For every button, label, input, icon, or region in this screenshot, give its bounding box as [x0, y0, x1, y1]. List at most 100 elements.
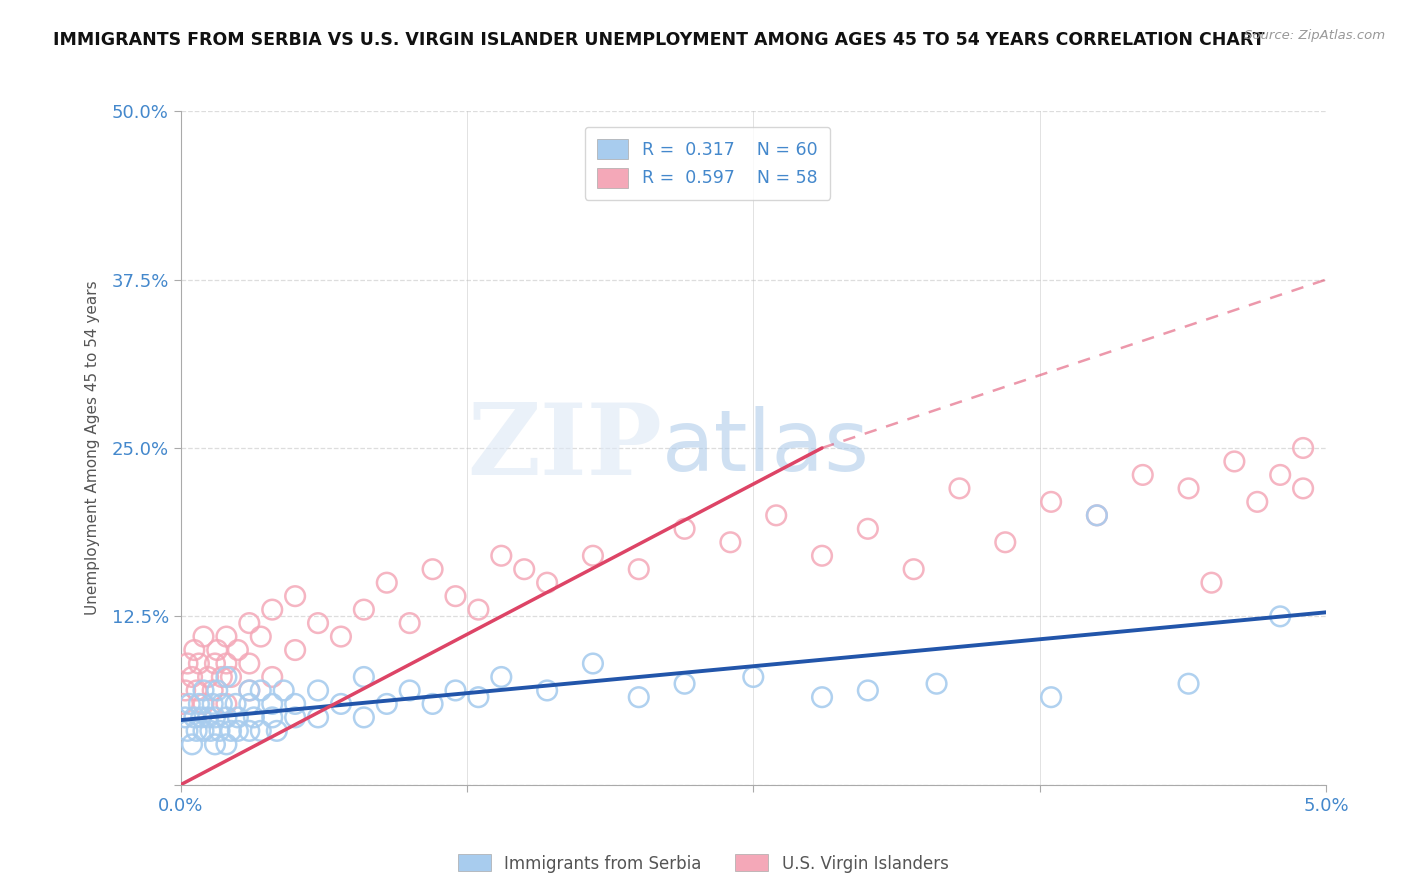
- Point: [467, 690, 489, 705]
- Point: [249, 630, 271, 644]
- Point: [219, 670, 242, 684]
- Point: [262, 710, 284, 724]
- Point: [262, 670, 284, 684]
- Point: [284, 589, 307, 603]
- Point: [190, 710, 212, 724]
- Point: [353, 710, 375, 724]
- Point: [176, 723, 198, 738]
- Point: [1223, 454, 1246, 468]
- Point: [353, 670, 375, 684]
- Point: [238, 683, 260, 698]
- Point: [226, 723, 249, 738]
- Point: [249, 683, 271, 698]
- Point: [1177, 482, 1199, 496]
- Point: [718, 535, 741, 549]
- Point: [187, 697, 209, 711]
- Point: [398, 683, 420, 698]
- Point: [226, 643, 249, 657]
- Point: [183, 710, 205, 724]
- Point: [187, 657, 209, 671]
- Point: [211, 697, 233, 711]
- Point: [215, 737, 238, 751]
- Point: [353, 602, 375, 616]
- Y-axis label: Unemployment Among Ages 45 to 54 years: Unemployment Among Ages 45 to 54 years: [86, 281, 100, 615]
- Point: [673, 677, 696, 691]
- Point: [238, 697, 260, 711]
- Point: [673, 522, 696, 536]
- Text: ZIP: ZIP: [467, 400, 662, 497]
- Text: Source: ZipAtlas.com: Source: ZipAtlas.com: [1244, 29, 1385, 42]
- Point: [284, 697, 307, 711]
- Point: [249, 723, 271, 738]
- Point: [197, 670, 219, 684]
- Point: [176, 657, 198, 671]
- Point: [513, 562, 536, 576]
- Point: [284, 710, 307, 724]
- Point: [238, 683, 260, 698]
- Point: [179, 697, 201, 711]
- Point: [193, 630, 215, 644]
- Point: [1292, 441, 1315, 455]
- Point: [207, 683, 229, 698]
- Point: [398, 616, 420, 631]
- Point: [208, 723, 231, 738]
- Text: IMMIGRANTS FROM SERBIA VS U.S. VIRGIN ISLANDER UNEMPLOYMENT AMONG AGES 45 TO 54 : IMMIGRANTS FROM SERBIA VS U.S. VIRGIN IS…: [53, 31, 1265, 49]
- Point: [903, 562, 925, 576]
- Point: [307, 710, 329, 724]
- Point: [467, 602, 489, 616]
- Legend: R =  0.317    N = 60, R =  0.597    N = 58: R = 0.317 N = 60, R = 0.597 N = 58: [585, 127, 830, 200]
- Point: [181, 737, 204, 751]
- Point: [219, 723, 242, 738]
- Point: [204, 737, 226, 751]
- Point: [856, 522, 879, 536]
- Point: [422, 697, 444, 711]
- Point: [491, 670, 513, 684]
- Point: [207, 643, 229, 657]
- Point: [329, 630, 352, 644]
- Point: [225, 697, 247, 711]
- Point: [211, 670, 233, 684]
- Point: [627, 690, 650, 705]
- Point: [329, 697, 352, 711]
- Point: [204, 710, 226, 724]
- Point: [193, 683, 215, 698]
- Point: [994, 535, 1017, 549]
- Point: [742, 670, 765, 684]
- Point: [204, 657, 226, 671]
- Point: [273, 683, 295, 698]
- Point: [262, 602, 284, 616]
- Point: [181, 670, 204, 684]
- Point: [307, 683, 329, 698]
- Point: [183, 643, 205, 657]
- Point: [197, 710, 219, 724]
- Point: [444, 683, 467, 698]
- Point: [1270, 467, 1292, 482]
- Point: [307, 616, 329, 631]
- Point: [172, 697, 194, 711]
- Point: [811, 549, 834, 563]
- Point: [536, 683, 558, 698]
- Point: [925, 677, 948, 691]
- Point: [186, 723, 208, 738]
- Point: [856, 683, 879, 698]
- Text: atlas: atlas: [662, 407, 870, 490]
- Point: [226, 710, 249, 724]
- Point: [948, 482, 970, 496]
- Point: [215, 710, 238, 724]
- Point: [375, 575, 398, 590]
- Point: [627, 562, 650, 576]
- Point: [215, 630, 238, 644]
- Point: [262, 697, 284, 711]
- Legend: Immigrants from Serbia, U.S. Virgin Islanders: Immigrants from Serbia, U.S. Virgin Isla…: [451, 847, 955, 880]
- Point: [174, 683, 197, 698]
- Point: [243, 710, 266, 724]
- Point: [1270, 609, 1292, 624]
- Point: [1085, 508, 1108, 523]
- Point: [174, 710, 197, 724]
- Point: [765, 508, 787, 523]
- Point: [1246, 495, 1268, 509]
- Point: [582, 549, 605, 563]
- Point: [284, 643, 307, 657]
- Point: [215, 657, 238, 671]
- Point: [215, 697, 238, 711]
